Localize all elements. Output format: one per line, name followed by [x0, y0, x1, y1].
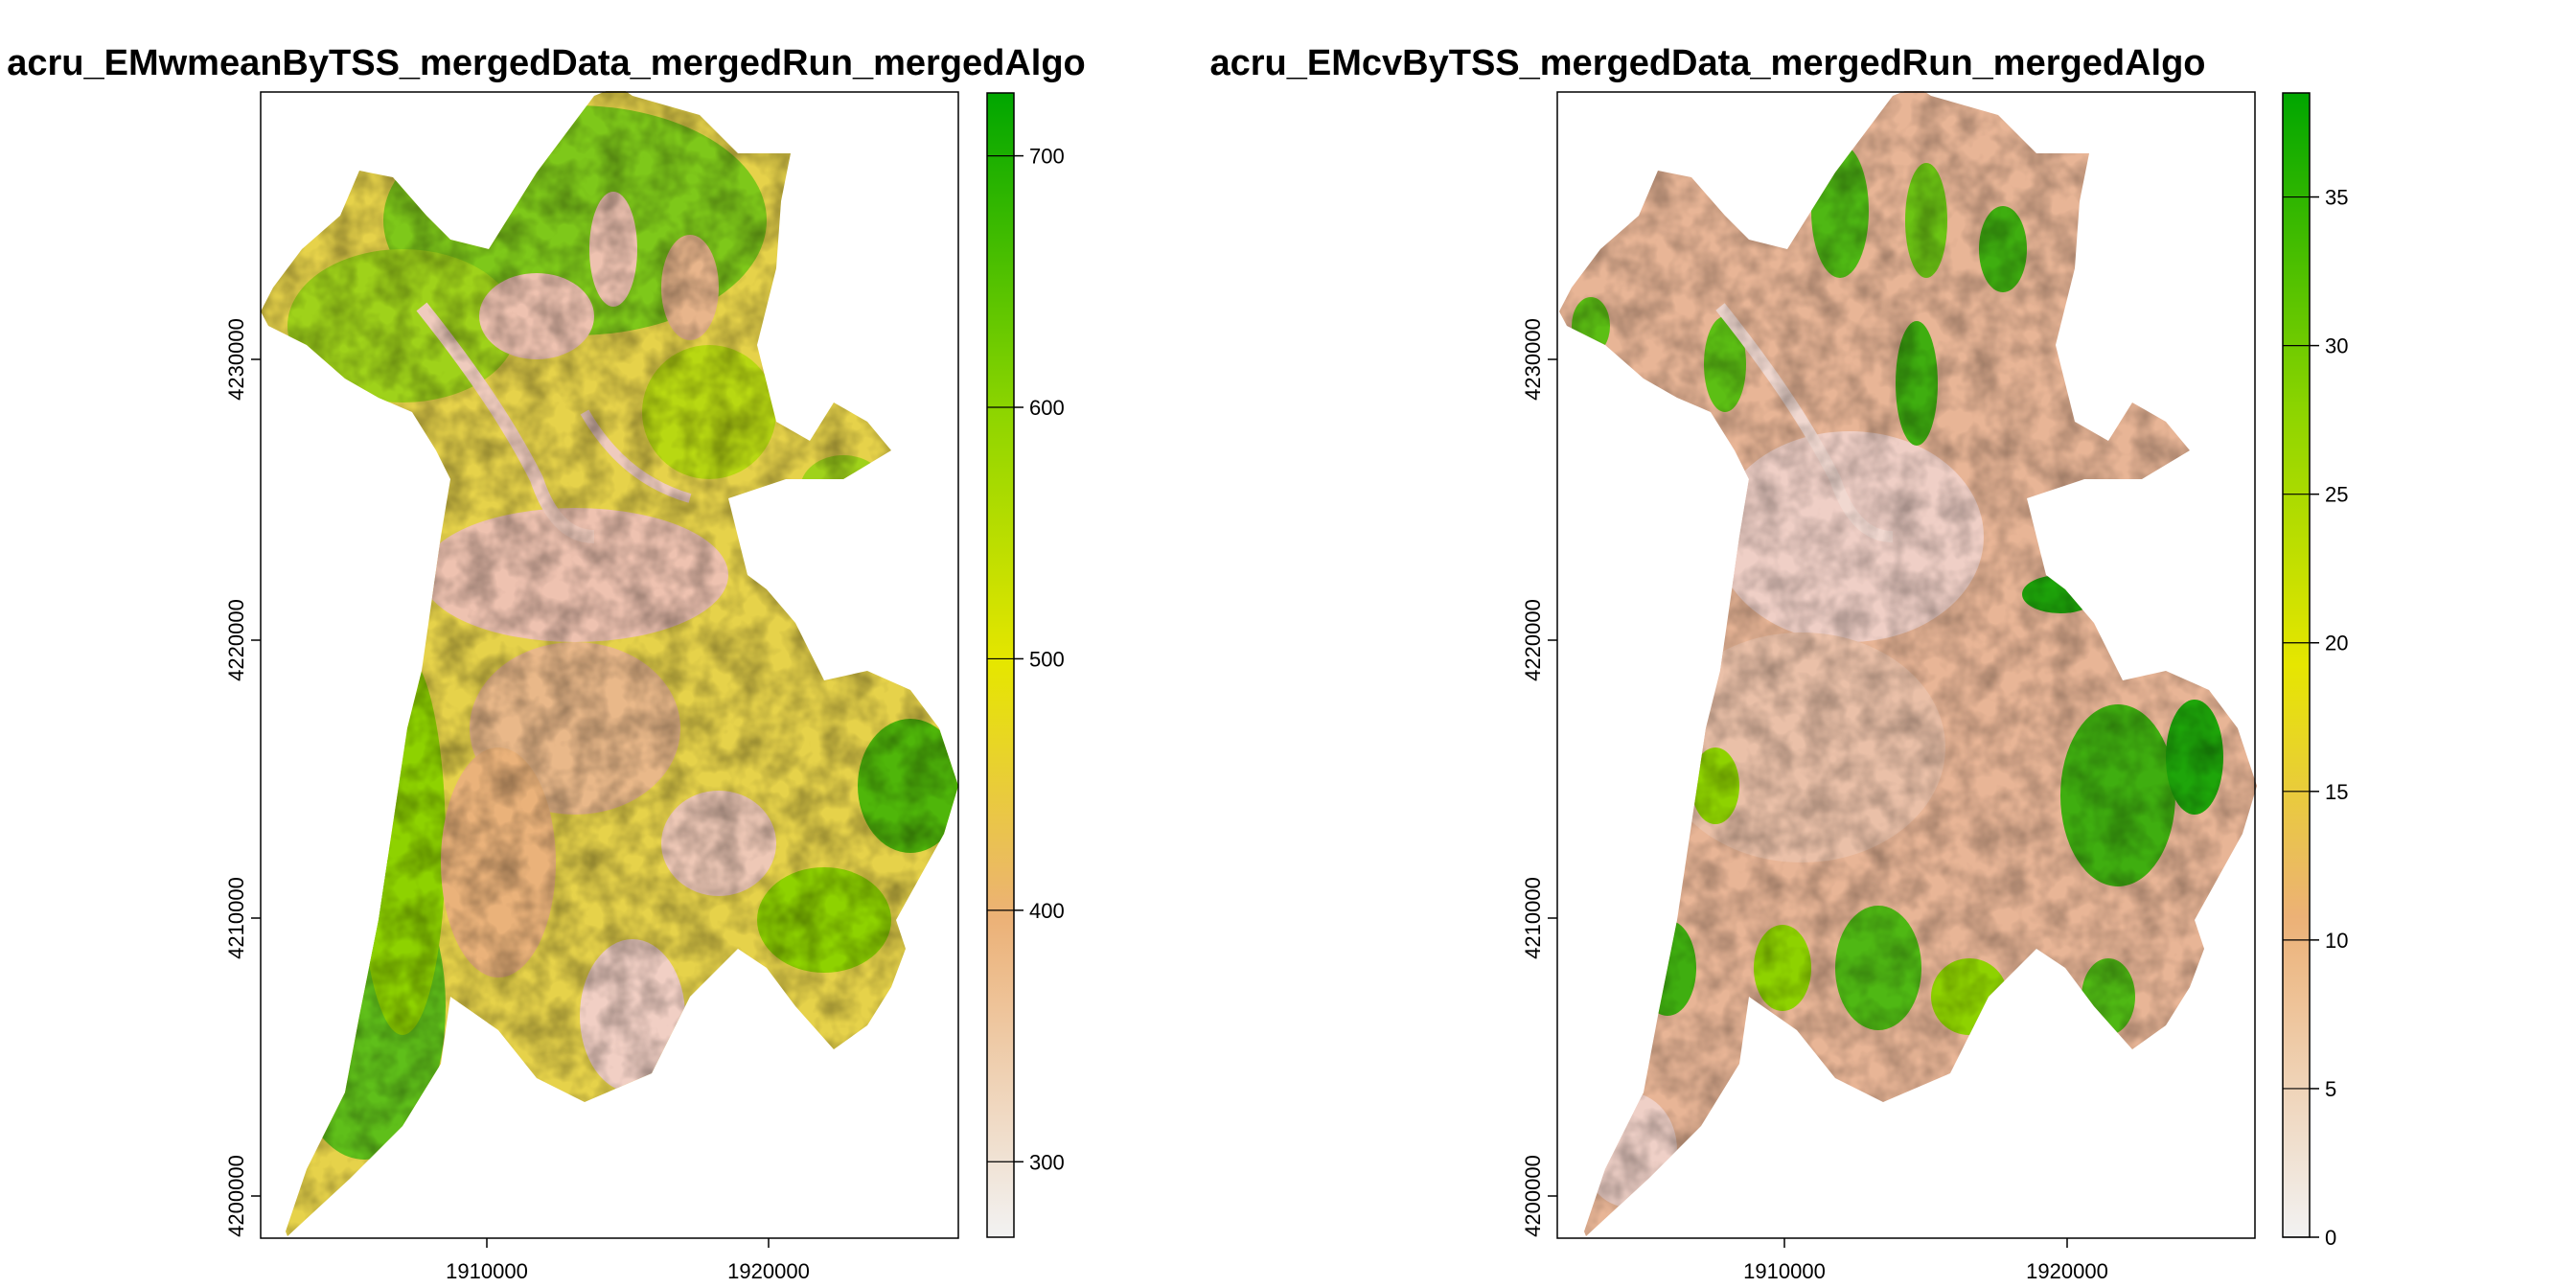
y-tick-label: 4200000: [224, 1155, 248, 1237]
color-legend: 300 400 500 600 700: [986, 92, 1065, 1238]
legend-tick-label: 700: [1029, 145, 1065, 169]
plot-frame: [260, 91, 959, 1239]
legend-tick-label: 500: [1029, 647, 1065, 671]
color-legend: 0 5 10 15 20 25 30 35: [2282, 92, 2348, 1250]
color-bar: [2282, 92, 2311, 1238]
legend-tick-label: 30: [2325, 334, 2348, 358]
legend-tick-label: 20: [2325, 632, 2348, 656]
legend-tick-label: 300: [1029, 1150, 1065, 1174]
panel-title: acru_EMwmeanByTSS_mergedData_mergedRun_m…: [7, 43, 1086, 83]
legend-tick-label: 15: [2325, 780, 2348, 804]
y-tick-label: 4230000: [224, 318, 248, 401]
y-tick-label: 4200000: [1521, 1155, 1545, 1237]
y-tick-label: 4220000: [1521, 599, 1545, 681]
legend-tick-label: 400: [1029, 899, 1065, 923]
y-tick-label: 4210000: [224, 877, 248, 959]
raster-map: [1559, 91, 2257, 1236]
y-tick-label: 4230000: [1521, 318, 1545, 401]
x-tick-label: 1920000: [2026, 1259, 2108, 1283]
axes: 1910000 1920000 4200000 4210000 4220000 …: [224, 318, 810, 1283]
y-tick-label: 4220000: [224, 599, 248, 681]
legend-tick-label: 10: [2325, 929, 2348, 953]
map-panel-wmean: acru_EMwmeanByTSS_mergedData_mergedRun_m…: [7, 43, 1086, 1283]
panel-title: acru_EMcvByTSS_mergedData_mergedRun_merg…: [1209, 43, 2205, 83]
raster-map: [261, 91, 958, 1236]
axes: 1910000 1920000 4200000 4210000 4220000 …: [1521, 318, 2108, 1283]
plot-frame: [1556, 91, 2256, 1239]
x-tick-label: 1910000: [446, 1259, 528, 1283]
color-bar: [986, 92, 1015, 1238]
legend-tick-label: 35: [2325, 186, 2348, 210]
x-tick-label: 1910000: [1743, 1259, 1826, 1283]
legend-tick-label: 0: [2325, 1226, 2336, 1250]
x-tick-label: 1920000: [727, 1259, 810, 1283]
y-tick-label: 4210000: [1521, 877, 1545, 959]
legend-tick-label: 25: [2325, 483, 2348, 507]
legend-tick-label: 5: [2325, 1077, 2336, 1101]
map-panel-cv: acru_EMcvByTSS_mergedData_mergedRun_merg…: [1209, 43, 2348, 1283]
legend-tick-label: 600: [1029, 396, 1065, 420]
